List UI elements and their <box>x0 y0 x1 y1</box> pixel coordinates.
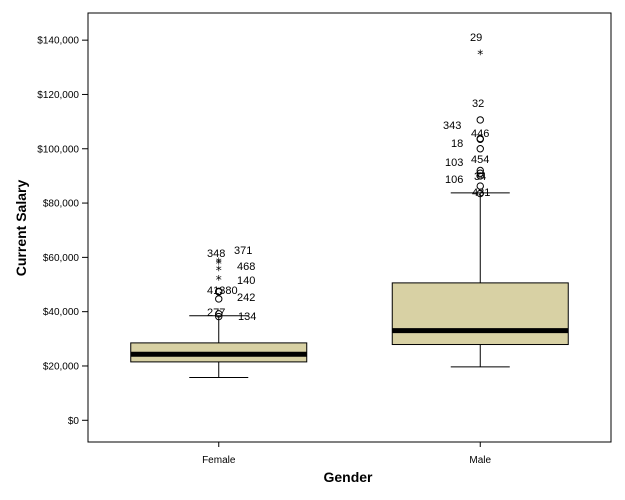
y-tick-label: $140,000 <box>37 36 79 47</box>
outlier-star: * <box>477 48 483 62</box>
x-axis-title: Gender <box>323 469 373 485</box>
outlier-label: 34 <box>474 171 486 183</box>
outlier-circle <box>476 116 484 124</box>
plot-frame <box>87 12 612 443</box>
outlier-circle <box>476 145 484 153</box>
y-tick-label: $80,000 <box>43 199 80 210</box>
outlier-label: 140 <box>237 275 255 287</box>
y-tick-label: $0 <box>68 416 80 427</box>
outlier-label: 29 <box>470 32 482 44</box>
box-group: **** <box>130 255 308 379</box>
outlier-label: 431 <box>472 187 490 199</box>
outlier-label: 106 <box>445 174 463 186</box>
y-axis: $0 $20,000 $40,000 $60,000 $80,000 $100,000 $1… <box>37 36 88 427</box>
outlier-label: 371 <box>234 245 252 257</box>
box-group: * <box>391 48 569 368</box>
outlier-label: 134 <box>238 311 256 323</box>
outlier-circle <box>215 287 223 296</box>
outlier-star: * <box>216 264 222 278</box>
x-axis: Female Male <box>202 442 492 466</box>
outlier-circle <box>215 310 223 318</box>
outlier-label: 454 <box>471 154 489 166</box>
outlier-label: 18 <box>451 138 463 150</box>
outlier-circle <box>476 135 484 143</box>
x-tick-label: Female <box>202 455 236 466</box>
outlier-label: 343 <box>443 120 461 132</box>
y-tick-label: $40,000 <box>43 307 80 318</box>
outlier-star: * <box>216 257 222 271</box>
outlier-label: 242 <box>237 292 255 304</box>
outlier-circle <box>215 295 223 303</box>
outlier-label: 41380 <box>207 285 238 297</box>
outlier-star: * <box>216 255 222 269</box>
outlier-label: 32 <box>472 98 484 110</box>
outlier-label: 103 <box>445 157 463 169</box>
outlier-circle <box>476 166 484 175</box>
outlier-star: * <box>216 273 222 287</box>
outlier-circle <box>215 312 223 321</box>
outlier-label: 468 <box>237 261 255 273</box>
iqr-box <box>391 282 569 346</box>
x-tick-label: Male <box>469 455 491 466</box>
outlier-label: 446 <box>471 128 489 140</box>
y-tick-label: $20,000 <box>43 361 80 372</box>
outlier-labels: 29 32 343 446 18 103 454 106 34 431 <box>443 32 490 199</box>
outlier-circle <box>476 169 484 177</box>
y-axis-title: Current Salary <box>13 180 29 277</box>
outlier-circle <box>476 189 484 198</box>
y-tick-label: $60,000 <box>43 253 80 264</box>
y-tick-label: $120,000 <box>37 90 79 101</box>
y-tick-label: $100,000 <box>37 144 79 155</box>
outlier-label: 348 <box>207 248 225 260</box>
outlier-circle <box>476 182 484 190</box>
outlier-circle <box>476 172 484 180</box>
outlier-label: 277 <box>207 307 225 319</box>
